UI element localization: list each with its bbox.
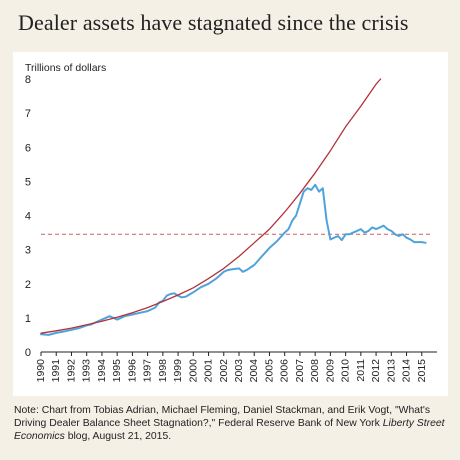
x-tick-label: 1994 <box>96 359 108 383</box>
y-tick-label: 3 <box>25 245 31 257</box>
x-tick-label: 2008 <box>309 359 321 383</box>
y-tick-label: 8 <box>25 74 31 86</box>
note-text: Note: Chart from Tobias Adrian, Michael … <box>14 405 431 429</box>
y-tick-label: 6 <box>25 142 31 154</box>
note-suffix: blog, August 21, 2015. <box>64 431 172 442</box>
x-tick-label: 2002 <box>218 359 230 383</box>
x-tick-label: 2007 <box>294 359 306 383</box>
x-tick-label: 1992 <box>65 359 77 383</box>
x-tick-label: 1999 <box>172 359 184 383</box>
x-tick-label: 2010 <box>340 359 352 383</box>
x-tick-label: 2006 <box>279 359 291 383</box>
source-note: Note: Chart from Tobias Adrian, Michael … <box>14 404 450 443</box>
x-tick-label: 2005 <box>263 359 275 383</box>
x-tick-label: 2013 <box>385 359 397 383</box>
dealer-assets-line <box>40 183 427 336</box>
x-tick-label: 1997 <box>142 359 154 383</box>
x-tick-label: 2012 <box>370 359 382 383</box>
x-tick-label: 2015 <box>416 359 428 383</box>
x-tick-label: 1991 <box>50 359 62 383</box>
y-tick-label: 5 <box>25 176 31 188</box>
x-tick-label: 2004 <box>248 359 260 383</box>
x-tick-label: 2001 <box>203 359 215 383</box>
x-tick-label: 2000 <box>187 359 199 383</box>
y-tick-label: 7 <box>25 108 31 120</box>
x-tick-label: 2014 <box>401 359 413 383</box>
note-publication: Liberty Street Economics <box>14 418 445 442</box>
y-axis-label: Trillions of dollars <box>25 62 106 74</box>
x-tick-label: 2009 <box>324 359 336 383</box>
x-tick-label: 1990 <box>35 359 47 383</box>
y-tick-label: 4 <box>25 211 31 223</box>
y-tick-label: 2 <box>25 279 31 291</box>
x-tick-label: 2011 <box>355 359 367 382</box>
y-tick-label: 1 <box>25 313 31 325</box>
x-tick-label: 1995 <box>111 359 123 383</box>
x-tick-label: 2003 <box>233 359 245 383</box>
trend-curve <box>40 78 382 334</box>
y-tick-label: 0 <box>25 347 31 359</box>
x-tick-label: 1996 <box>126 359 138 383</box>
x-tick-label: 1993 <box>81 359 93 383</box>
chart-title: Dealer assets have stagnated since the c… <box>18 10 409 35</box>
x-tick-label: 1998 <box>157 359 169 383</box>
